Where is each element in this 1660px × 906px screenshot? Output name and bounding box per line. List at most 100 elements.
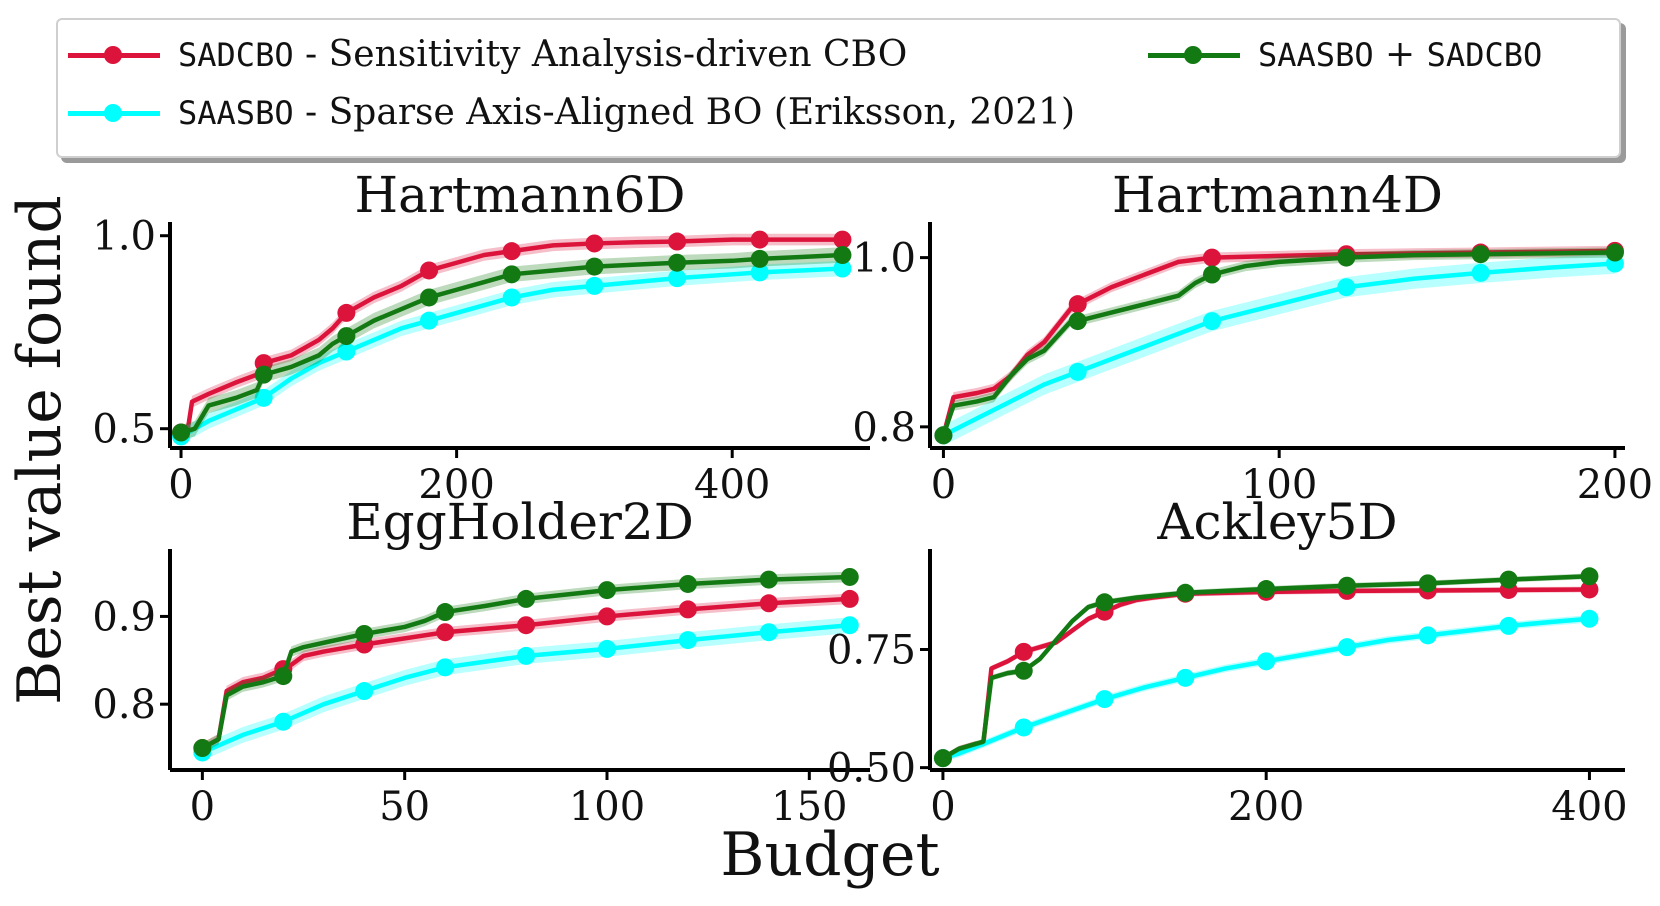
data-point — [420, 261, 439, 280]
data-point — [840, 589, 859, 608]
x-tick-label: 400 — [1551, 784, 1627, 830]
data-point — [1418, 574, 1437, 593]
series-line — [941, 574, 1590, 761]
y-tick-label: 0.8 — [852, 405, 916, 451]
data-point — [759, 594, 778, 613]
legend-desc-saasbo: - Sparse Axis-Aligned BO (Eriksson, 2021… — [293, 92, 1076, 133]
data-point — [678, 631, 697, 650]
legend-name-combined-b: SADCBO — [1426, 35, 1543, 74]
data-point — [420, 311, 439, 330]
series-saasbo-sadcbo — [934, 243, 1624, 445]
series-line — [942, 616, 1590, 761]
data-point — [517, 616, 536, 635]
data-point — [585, 276, 604, 295]
data-point — [585, 234, 604, 253]
series-saasbo — [934, 253, 1624, 446]
series-line — [179, 237, 843, 435]
data-point — [678, 574, 697, 593]
data-point — [678, 600, 697, 619]
data-point — [436, 623, 455, 642]
series-line — [201, 596, 850, 751]
legend-name-saasbo: SAASBO — [178, 93, 294, 132]
data-point — [1014, 642, 1033, 661]
data-point — [668, 232, 687, 251]
data-point — [1257, 652, 1276, 671]
series-saasbo-sadcbo — [933, 567, 1599, 768]
data-point — [1176, 583, 1195, 602]
data-point — [337, 327, 356, 346]
legend-joiner: + — [1373, 34, 1427, 75]
confidence-band — [942, 586, 1590, 762]
x-tick-label: 200 — [418, 462, 494, 508]
data-point — [759, 570, 778, 589]
x-tick-label: 0 — [168, 462, 193, 508]
legend-item-saasbo: SAASBO - Sparse Axis-Aligned BO (Eriksso… — [68, 92, 1075, 133]
y-tick-label: 0.75 — [827, 628, 916, 674]
data-point — [1095, 690, 1114, 709]
series-saasbo-sadcbo — [172, 246, 852, 442]
chart-title: EggHolder2D — [346, 493, 694, 551]
data-point — [833, 259, 852, 278]
data-point — [750, 249, 769, 268]
data-point — [172, 423, 191, 442]
legend-name-combined-a: SAASBO — [1258, 35, 1374, 74]
data-point — [502, 242, 521, 261]
data-point — [759, 623, 778, 642]
data-point — [597, 607, 616, 626]
x-tick-label: 0 — [930, 784, 955, 830]
legend-swatch-saasbo — [68, 98, 160, 128]
data-point — [436, 658, 455, 677]
legend-item-combined: SAASBO + SADCBO — [1148, 34, 1542, 75]
y-tick-label: 0.50 — [827, 746, 916, 792]
data-point — [1068, 362, 1087, 381]
data-point — [254, 365, 273, 384]
data-point — [1257, 580, 1276, 599]
data-point — [436, 603, 455, 622]
y-tick-label: 0.9 — [92, 594, 156, 640]
legend-swatch-combined — [1148, 40, 1240, 70]
confidence-band — [942, 615, 1590, 762]
data-point — [254, 388, 273, 407]
data-point — [1203, 265, 1222, 284]
global-x-label: Budget — [720, 820, 940, 890]
confidence-band — [181, 260, 843, 445]
data-point — [1605, 243, 1624, 262]
data-point — [502, 265, 521, 284]
data-point — [1014, 718, 1033, 737]
data-point — [1499, 570, 1518, 589]
series-sadcbo — [193, 589, 859, 758]
legend-name-sadcbo: SADCBO — [178, 35, 294, 74]
data-point — [1580, 609, 1599, 628]
data-point — [1068, 312, 1087, 331]
global-y-label: Best value found — [5, 195, 75, 705]
data-point — [833, 246, 852, 265]
chart-title: Ackley5D — [1156, 493, 1397, 551]
data-point — [1176, 668, 1195, 687]
data-point — [1471, 263, 1490, 282]
data-point — [1338, 576, 1356, 595]
data-point — [274, 667, 293, 686]
series-line — [942, 261, 1616, 438]
series-line — [179, 266, 843, 439]
data-point — [750, 263, 769, 282]
x-tick-label: 150 — [771, 784, 847, 830]
legend-desc-sadcbo: - Sensitivity Analysis-driven CBO — [293, 34, 908, 75]
x-tick-label: 200 — [1228, 784, 1304, 830]
chart-panel-ackley5d: Ackley5D 0 200 400 0.50 0.75 — [827, 493, 1628, 830]
series-sadcbo — [172, 230, 852, 442]
data-point — [585, 257, 604, 276]
series-line — [180, 252, 843, 435]
series-saasbo — [172, 259, 852, 446]
chart-panel-eggholder2d: EggHolder2D 0 50 100 150 0.8 0.9 — [92, 493, 870, 830]
data-point — [1499, 616, 1518, 635]
x-tick-label: 0 — [190, 784, 215, 830]
data-point — [933, 749, 952, 768]
data-point — [1095, 593, 1114, 612]
data-point — [1338, 638, 1356, 657]
data-point — [1471, 245, 1490, 264]
legend: SADCBO - Sensitivity Analysis-driven CBO… — [56, 18, 1621, 158]
confidence-band — [202, 617, 850, 761]
data-point — [1580, 567, 1599, 586]
chart-panel-hartmann6d: Hartmann6D 0 200 400 0.5 1.0 — [92, 166, 870, 508]
